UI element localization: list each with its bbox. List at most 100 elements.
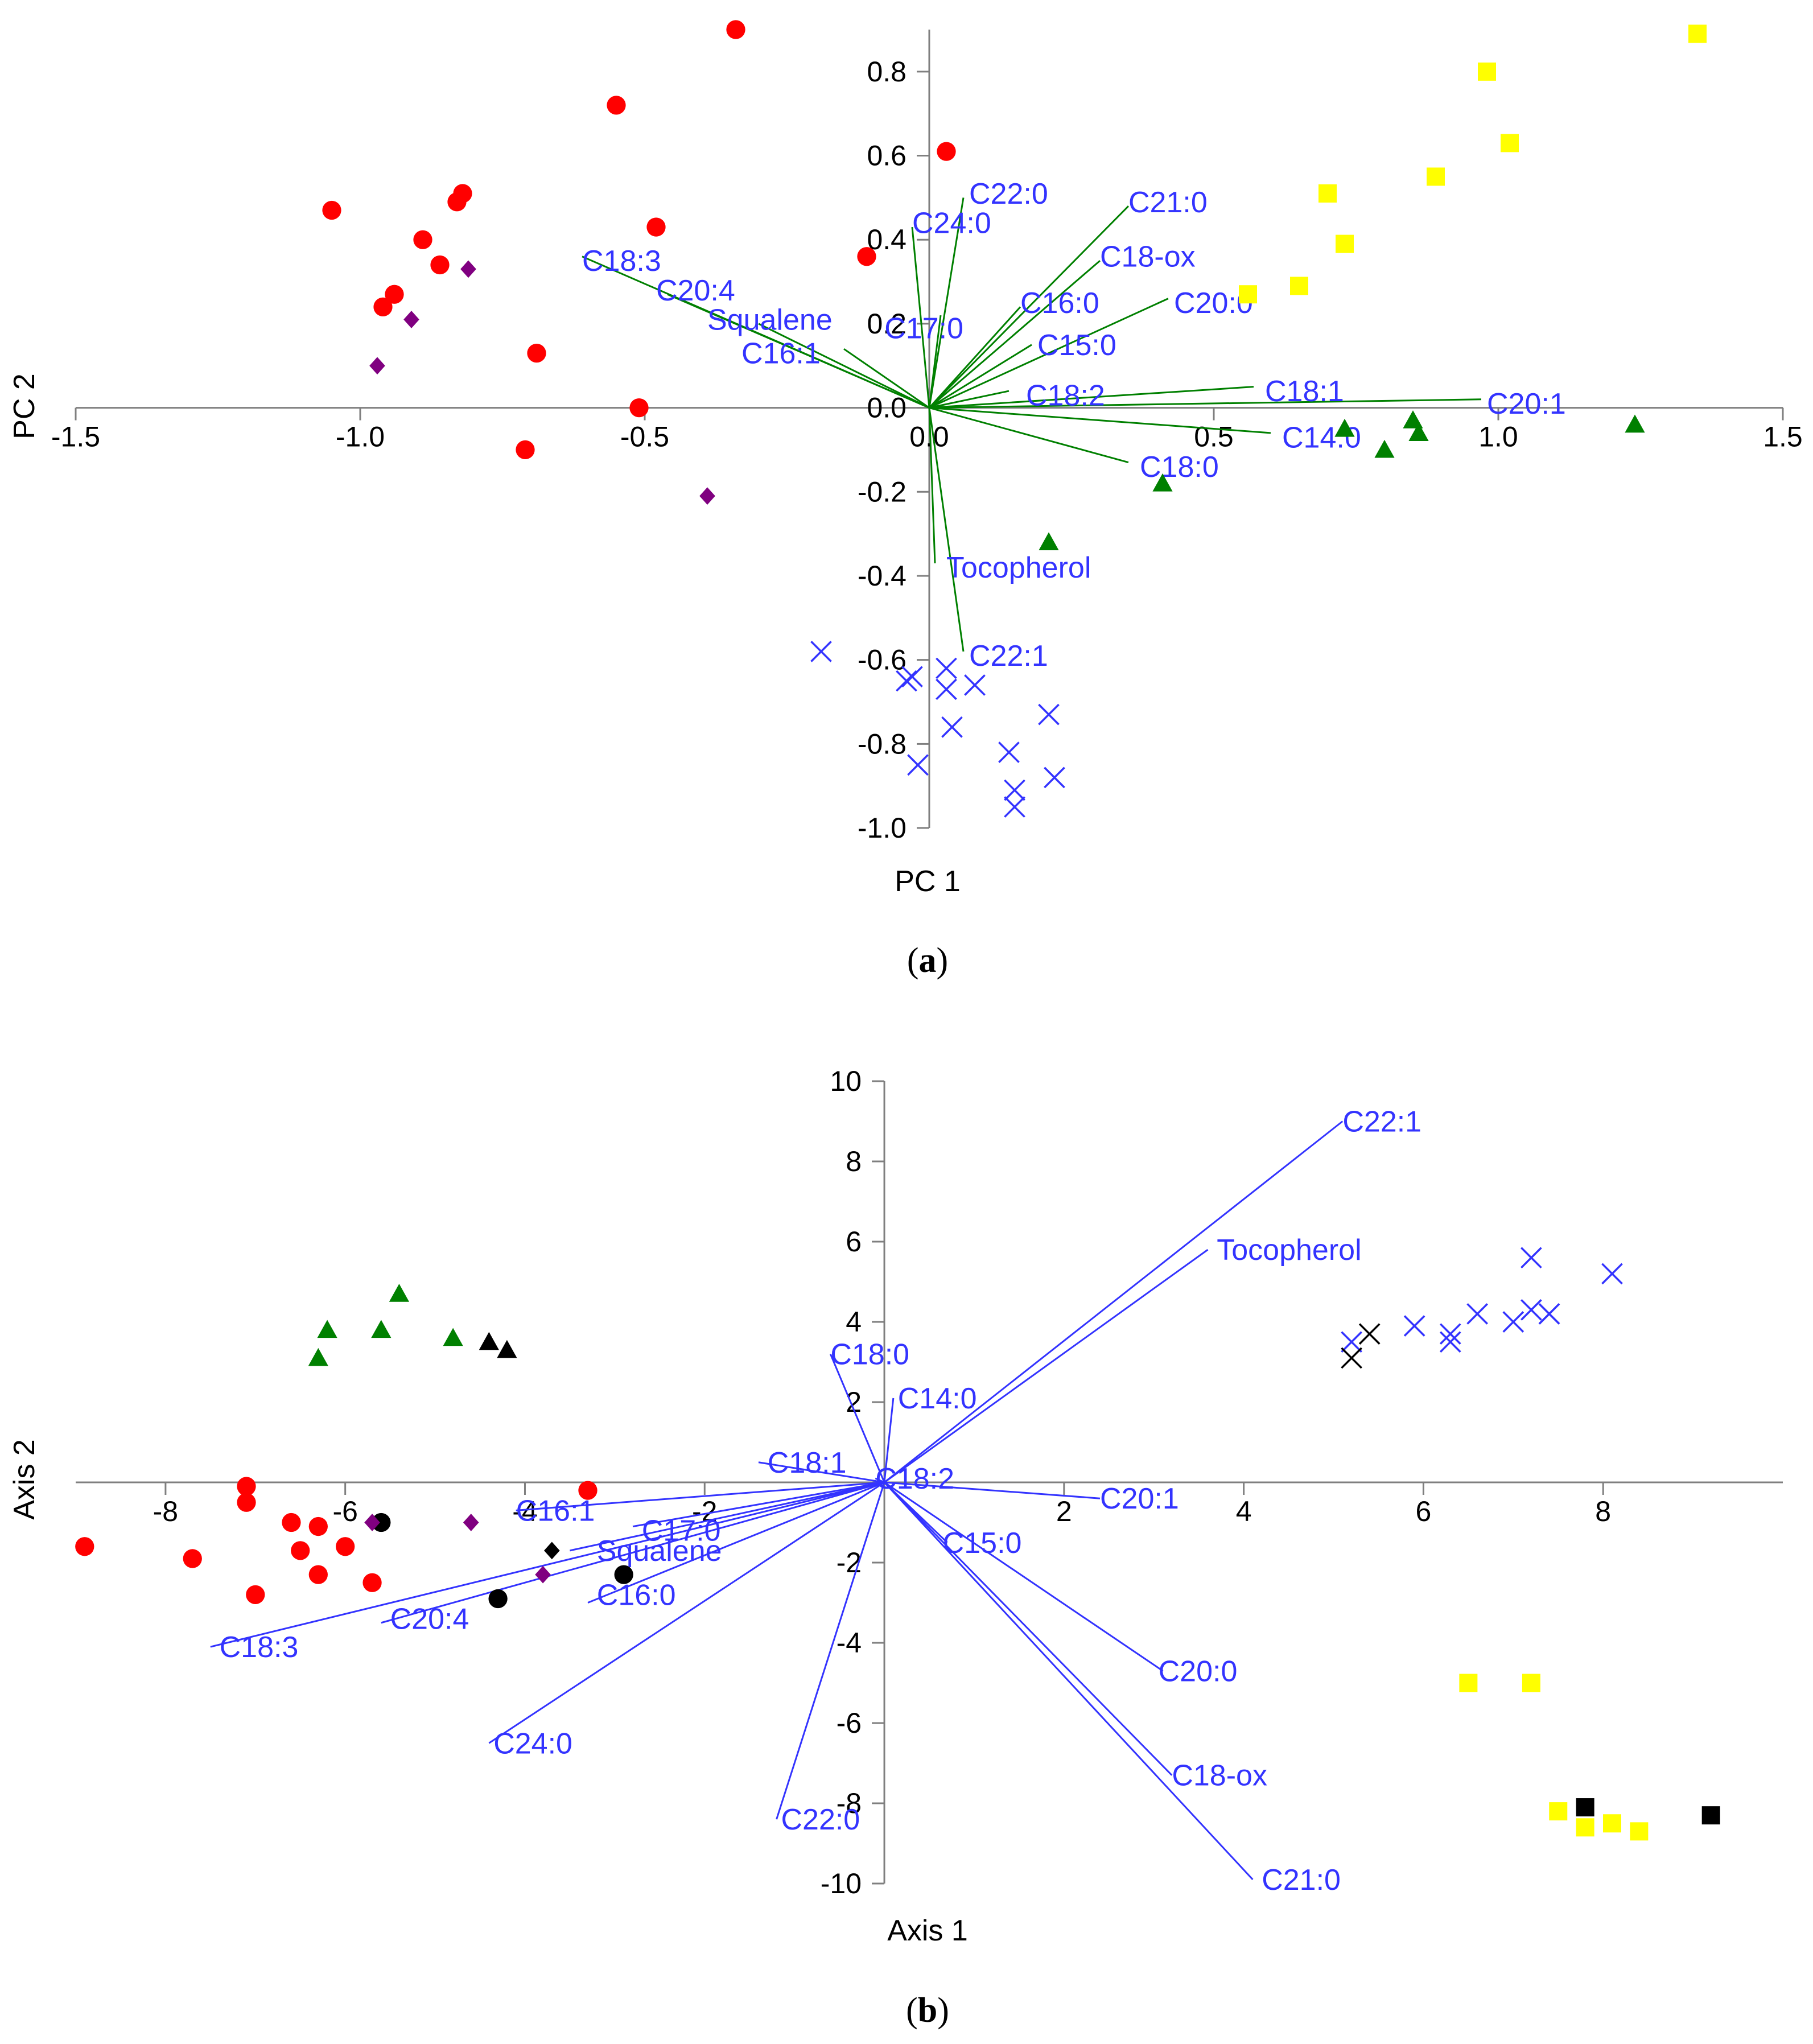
x-tick-label: 2 xyxy=(1056,1495,1072,1527)
y-tick-label: 0.2 xyxy=(867,308,907,340)
loading-vector xyxy=(883,1398,895,1483)
data-point-blue-crosses xyxy=(1044,766,1065,789)
data-point-black-squares xyxy=(1576,1798,1594,1817)
data-point-red-circles xyxy=(646,217,666,237)
x-tick-label: -8 xyxy=(153,1495,178,1527)
loading-vector-label: Squalene xyxy=(707,304,833,337)
loading-vector xyxy=(884,1481,1101,1499)
data-point-black-circles xyxy=(372,1513,391,1532)
loading-vector xyxy=(929,398,1482,409)
data-point-yellow-squares xyxy=(1549,1802,1568,1821)
data-point-blue-crosses xyxy=(1341,1331,1362,1353)
x-tick-label: 0.5 xyxy=(1194,421,1234,453)
loading-vector-label: C14:0 xyxy=(1282,421,1361,454)
loading-vector xyxy=(928,407,936,563)
data-point-blue-crosses xyxy=(1004,796,1025,818)
data-point-green-triangles xyxy=(443,1328,463,1346)
data-point-red-circles xyxy=(362,1573,382,1592)
data-point-blue-crosses xyxy=(907,754,929,776)
loading-vector-label: C22:0 xyxy=(969,178,1048,211)
y-tick-label: 4 xyxy=(846,1306,862,1338)
x-tick-label: -0.5 xyxy=(620,421,669,453)
loading-vector xyxy=(776,1482,885,1820)
data-point-yellow-squares xyxy=(1290,277,1308,295)
data-point-purple-diamonds xyxy=(460,260,476,278)
loading-vector xyxy=(570,1481,885,1552)
data-point-purple-diamonds xyxy=(403,311,419,328)
loading-vector xyxy=(928,197,965,408)
loading-vector-label: C24:0 xyxy=(493,1727,572,1760)
loading-vector-label: C20:4 xyxy=(656,274,735,307)
data-point-red-circles xyxy=(246,1585,265,1605)
data-point-red-circles xyxy=(183,1549,202,1568)
loading-vector-label: C17:0 xyxy=(884,312,963,345)
loading-vector xyxy=(667,293,930,409)
loading-vector xyxy=(758,323,930,409)
data-point-red-circles xyxy=(430,255,450,275)
panel-a-xlabel: PC 1 xyxy=(895,865,961,898)
loading-vector xyxy=(929,407,1129,464)
data-point-red-circles xyxy=(607,96,626,115)
data-point-red-circles xyxy=(308,1565,328,1584)
y-tick-label: 8 xyxy=(846,1145,862,1177)
y-tick-label: 10 xyxy=(830,1065,862,1097)
x-tick-label: 1.0 xyxy=(1478,421,1518,453)
data-point-red-circles xyxy=(336,1537,355,1556)
data-point-red-circles xyxy=(726,20,745,39)
data-point-yellow-squares xyxy=(1576,1818,1594,1837)
data-point-black-circles xyxy=(488,1589,508,1609)
loading-vector xyxy=(911,226,930,408)
loading-vector-label: C18:1 xyxy=(768,1447,847,1480)
loading-vector xyxy=(929,259,1101,409)
y-tick-label: -0.8 xyxy=(858,728,907,760)
loading-vector xyxy=(929,390,1009,409)
data-point-blue-crosses xyxy=(964,674,986,696)
loading-vector xyxy=(929,344,1032,409)
loading-vector-label: C22:0 xyxy=(781,1803,860,1836)
loading-vector xyxy=(210,1481,885,1648)
data-point-red-circles xyxy=(373,297,393,316)
data-point-black-diamonds xyxy=(544,1542,560,1560)
loading-vector-label: C18:3 xyxy=(582,245,661,278)
data-point-green-triangles xyxy=(1408,423,1429,441)
data-point-blue-crosses xyxy=(810,641,832,662)
data-point-red-circles xyxy=(385,285,404,304)
data-point-blue-crosses xyxy=(936,678,957,700)
loading-vector xyxy=(632,1481,885,1528)
loading-vector-label: C22:1 xyxy=(969,640,1048,673)
loading-vector xyxy=(929,298,1169,409)
data-point-yellow-squares xyxy=(1336,234,1354,253)
loading-vector xyxy=(516,1481,885,1511)
y-tick-label: -4 xyxy=(837,1627,862,1659)
loading-vector-label: C16:0 xyxy=(1020,287,1099,320)
data-point-purple-diamonds xyxy=(463,1514,479,1531)
panel-b-xlabel: Axis 1 xyxy=(887,1914,968,1947)
loading-vector xyxy=(929,407,1271,434)
data-point-blue-crosses xyxy=(1538,1303,1560,1325)
loading-vector-label: C22:1 xyxy=(1342,1106,1421,1139)
data-point-yellow-squares xyxy=(1501,134,1519,153)
y-tick-label: -6 xyxy=(837,1707,862,1739)
data-point-blue-crosses xyxy=(1521,1299,1542,1321)
data-point-purple-diamonds xyxy=(364,1514,380,1531)
loading-vector-label: C16:1 xyxy=(741,337,821,370)
loading-vector-label: C15:0 xyxy=(943,1527,1022,1560)
loading-vector-label: C21:0 xyxy=(1128,186,1208,219)
data-point-green-triangles xyxy=(371,1320,392,1338)
x-tick-label: 4 xyxy=(1236,1495,1252,1527)
loading-vector-label: Squalene xyxy=(597,1535,722,1568)
data-point-red-circles xyxy=(322,200,341,220)
data-point-black-crosses xyxy=(1341,1347,1362,1369)
loading-vector-label: C20:4 xyxy=(390,1603,469,1636)
loading-vector xyxy=(488,1481,885,1744)
y-tick-label: 0.8 xyxy=(867,56,907,88)
data-point-blue-crosses xyxy=(1004,779,1025,801)
loading-vector xyxy=(829,1353,885,1483)
data-point-black-crosses xyxy=(1358,1323,1381,1345)
loading-vector xyxy=(929,386,1254,409)
data-point-red-circles xyxy=(527,343,546,363)
loading-vector-label: C18:1 xyxy=(1265,375,1344,408)
panel-a-pca-biplot: -1.5 -1.0 -0.5 0.0 0.5 1.0 1.5 -1.0 -0.8 -0.6 -0.4… xyxy=(51,20,1803,844)
x-tick-label: 1.5 xyxy=(1763,421,1803,453)
data-point-red-circles xyxy=(237,1477,256,1496)
